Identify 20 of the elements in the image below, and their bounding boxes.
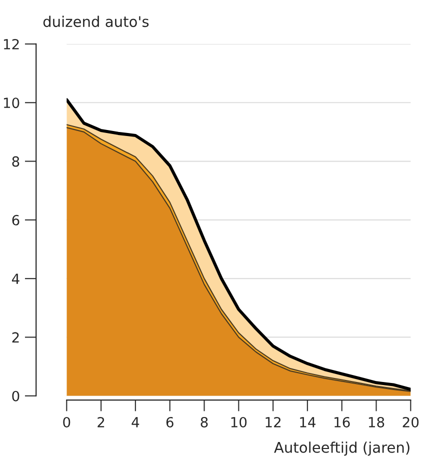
x-tick-label: 0	[63, 416, 70, 428]
y-axis-title: duizend auto's	[43, 16, 149, 28]
x-tick-label: 4	[132, 417, 140, 428]
y-tick-label: 12	[4, 38, 19, 50]
x-tick-label: 16	[334, 416, 350, 428]
y-tick-label: 10	[4, 98, 20, 108]
y-tick-label: 6	[12, 214, 20, 226]
x-tick-label: 14	[300, 417, 316, 428]
y-tick-label: 2	[12, 332, 19, 342]
x-tick-label: 8	[200, 416, 208, 428]
x-axis-title: Autoleeftijd (jaren)	[274, 442, 410, 456]
y-tick-label: 4	[12, 274, 20, 284]
x-tick-label: 2	[98, 416, 104, 428]
y-tick-label: 0	[12, 390, 20, 402]
x-tick-label: 20	[402, 416, 419, 428]
y-tick-label: 8	[12, 156, 20, 167]
x-tick-label: 18	[368, 416, 384, 428]
x-tick-label: 6	[166, 416, 174, 428]
x-tick-label: 10	[231, 416, 247, 428]
x-tick-label: 12	[266, 416, 280, 428]
